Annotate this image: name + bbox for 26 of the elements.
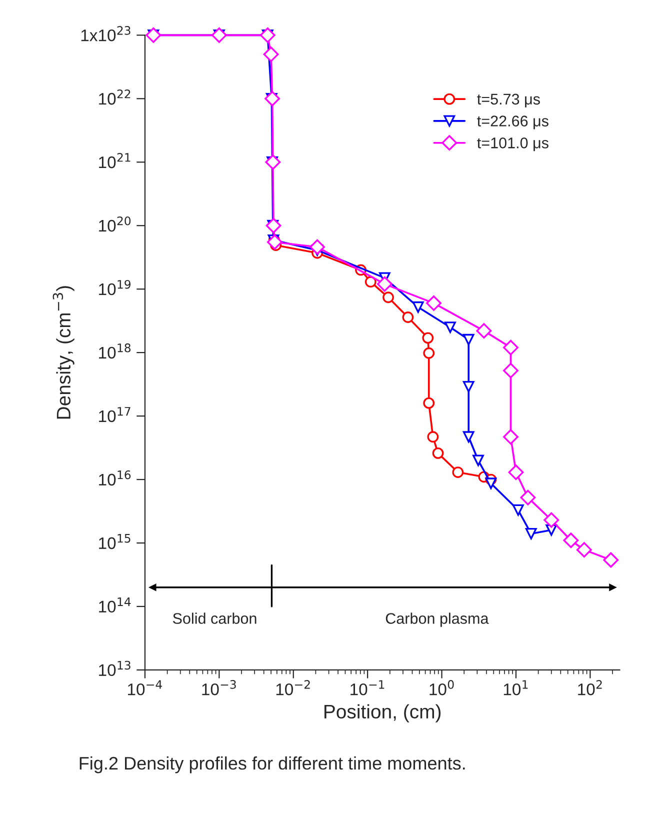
- legend-label: t=22.66 μs: [477, 116, 548, 130]
- legend-label: t=5.73 μs: [477, 94, 540, 108]
- y-tick-label: 10$^{19}$: [99, 280, 130, 296]
- x-tick-label: 10$^{1}$: [504, 680, 528, 696]
- y-axis-title: Density, (cm$^{−3}$): [52, 286, 74, 419]
- annotation: Solid carbon: [172, 612, 256, 624]
- y-tick-label: 10$^{17}$: [99, 407, 130, 422]
- caption: Fig.2 Density profiles for different time moments.: [80, 756, 465, 774]
- y-tick-label: 10$^{14}$: [99, 598, 131, 613]
- x-tick-label: 10$^{−3}$: [202, 680, 236, 696]
- y-tick-label: 10$^{18}$: [99, 343, 131, 359]
- x-tick-label: 10$^{2}$: [578, 680, 602, 696]
- legend-label: t=101.0 μs: [477, 138, 548, 152]
- y-tick-label: 10$^{13}$: [99, 660, 130, 676]
- y-tick-label: 10$^{20}$: [99, 216, 131, 232]
- annotation: Carbon plasma: [386, 612, 489, 627]
- x-tick-label: 10$^{−4}$: [128, 680, 162, 696]
- x-tick-label: 10$^{−1}$: [350, 680, 384, 696]
- x-tick-label: 10$^{0}$: [430, 680, 454, 696]
- x-axis-title: Position, (cm): [324, 704, 441, 722]
- y-tick-label: 1x10$^{23}$: [81, 26, 130, 42]
- y-tick-label: 10$^{16}$: [99, 470, 131, 486]
- x-tick-label: 10$^{−2}$: [276, 680, 310, 696]
- y-tick-label: 10$^{15}$: [99, 534, 130, 550]
- y-tick-label: 10$^{21}$: [99, 153, 130, 168]
- y-tick-label: 10$^{22}$: [99, 90, 130, 105]
